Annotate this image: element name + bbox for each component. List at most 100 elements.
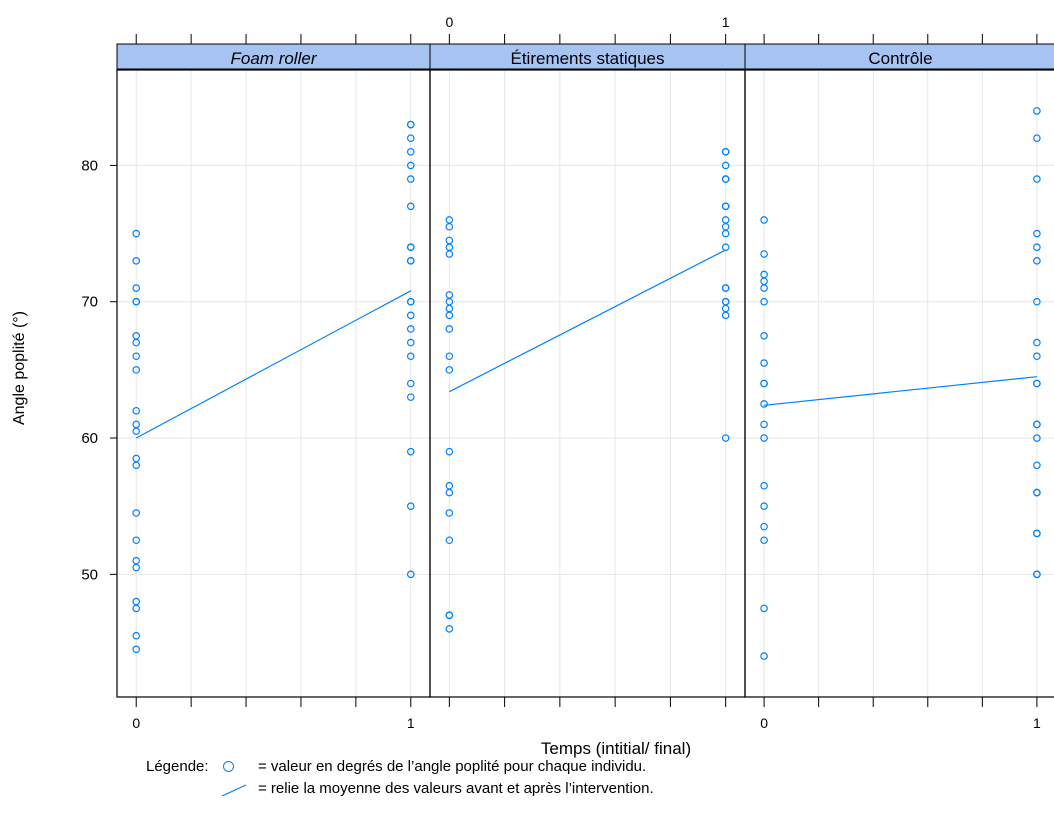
data-point bbox=[406, 352, 415, 361]
data-point bbox=[445, 447, 454, 456]
y-axis-title: Angle poplité (°) bbox=[11, 310, 28, 426]
legend-label: Légende: bbox=[146, 758, 209, 775]
data-point bbox=[760, 331, 768, 340]
data-point bbox=[1033, 461, 1041, 470]
data-point bbox=[406, 393, 415, 401]
data-point bbox=[132, 536, 141, 545]
data-point bbox=[760, 379, 768, 388]
y-tick-label: 60 bbox=[81, 430, 98, 447]
grid-layer bbox=[117, 70, 1054, 697]
data-point bbox=[721, 284, 730, 292]
data-point bbox=[406, 134, 415, 142]
data-point bbox=[132, 284, 141, 292]
data-point bbox=[721, 147, 730, 156]
panel-title: Étirements statiques bbox=[510, 49, 664, 68]
legend-point-text: = valeur en degrés de l’angle poplité po… bbox=[258, 758, 647, 775]
legend-line-text: = relie la moyenne des valeurs avant et … bbox=[258, 780, 654, 797]
legend-row-points: Légende: = valeur en degrés de l’angle p… bbox=[146, 756, 654, 778]
data-point bbox=[132, 257, 141, 265]
data-point bbox=[760, 216, 768, 224]
data-point bbox=[1033, 338, 1041, 347]
data-point bbox=[406, 147, 415, 156]
data-point bbox=[1033, 229, 1041, 238]
data-point bbox=[760, 284, 768, 292]
data-point bbox=[406, 120, 415, 129]
data-point bbox=[760, 481, 768, 490]
mean-line bbox=[449, 249, 726, 393]
y-tick-label: 80 bbox=[81, 157, 98, 174]
legend-line-symbol bbox=[206, 778, 252, 800]
data-point bbox=[721, 202, 730, 211]
mark-layer bbox=[132, 107, 1041, 660]
data-point bbox=[406, 243, 415, 251]
data-point bbox=[132, 229, 141, 238]
data-point bbox=[406, 502, 415, 510]
panel-frame bbox=[116, 69, 431, 698]
data-point bbox=[132, 604, 141, 613]
data-point bbox=[1033, 175, 1041, 183]
data-point bbox=[760, 400, 768, 408]
data-point bbox=[132, 461, 141, 470]
data-point bbox=[760, 536, 768, 545]
data-point bbox=[445, 536, 454, 545]
legend-point-symbol bbox=[206, 756, 252, 778]
data-point bbox=[132, 406, 141, 415]
data-point bbox=[760, 420, 768, 429]
panel-frame bbox=[429, 69, 746, 698]
data-point bbox=[406, 297, 415, 306]
data-point bbox=[132, 366, 141, 374]
legend: Légende: = valeur en degrés de l’angle p… bbox=[146, 756, 654, 800]
data-point bbox=[721, 434, 730, 442]
x-tick-label: 1 bbox=[1033, 715, 1041, 731]
data-point bbox=[445, 311, 454, 320]
data-point bbox=[760, 604, 768, 613]
data-point bbox=[132, 509, 141, 517]
data-point bbox=[406, 202, 415, 211]
data-point bbox=[445, 611, 454, 620]
legend-row-line: = relie la moyenne des valeurs avant et … bbox=[146, 778, 654, 800]
data-point bbox=[1033, 420, 1041, 429]
data-point bbox=[445, 625, 454, 633]
data-point bbox=[1033, 570, 1041, 579]
data-point bbox=[406, 338, 415, 347]
data-point bbox=[132, 645, 141, 654]
data-point bbox=[132, 563, 141, 572]
data-point bbox=[760, 502, 768, 510]
data-point bbox=[760, 250, 768, 258]
data-point bbox=[1033, 107, 1041, 115]
data-point bbox=[445, 352, 454, 361]
data-point bbox=[1033, 297, 1041, 306]
x-tick-label: 0 bbox=[445, 14, 453, 30]
mean-line bbox=[764, 376, 1037, 406]
data-point bbox=[760, 652, 768, 660]
x-axis-title: Temps (intitial/ final) bbox=[541, 739, 691, 758]
data-point bbox=[132, 631, 141, 640]
y-tick-label: 70 bbox=[81, 294, 98, 311]
mean-line bbox=[135, 290, 412, 439]
data-point bbox=[445, 325, 454, 333]
data-point bbox=[760, 359, 768, 367]
x-tick-label: 0 bbox=[132, 715, 140, 731]
data-point bbox=[445, 366, 454, 374]
y-tick-label: 50 bbox=[81, 566, 98, 583]
line-icon bbox=[221, 784, 247, 797]
data-point bbox=[721, 161, 730, 170]
data-point bbox=[406, 175, 415, 183]
data-point bbox=[445, 222, 454, 231]
panel-title: Contrôle bbox=[868, 49, 932, 68]
data-point bbox=[132, 427, 141, 436]
data-point bbox=[721, 175, 730, 183]
x-tick-label: 0 bbox=[760, 715, 768, 731]
data-point bbox=[445, 488, 454, 497]
data-point bbox=[406, 447, 415, 456]
panel-frame bbox=[744, 69, 1054, 698]
data-point bbox=[406, 325, 415, 333]
data-point bbox=[1033, 529, 1041, 538]
axis-layer: 0 1 0 1 0 1 50 60 70 80 Temps (intitial/ final) bbox=[81, 14, 1054, 758]
data-point bbox=[1033, 488, 1041, 497]
x-tick-label: 1 bbox=[407, 715, 415, 731]
data-point bbox=[1033, 352, 1041, 361]
data-point bbox=[721, 229, 730, 238]
data-point bbox=[132, 338, 141, 347]
